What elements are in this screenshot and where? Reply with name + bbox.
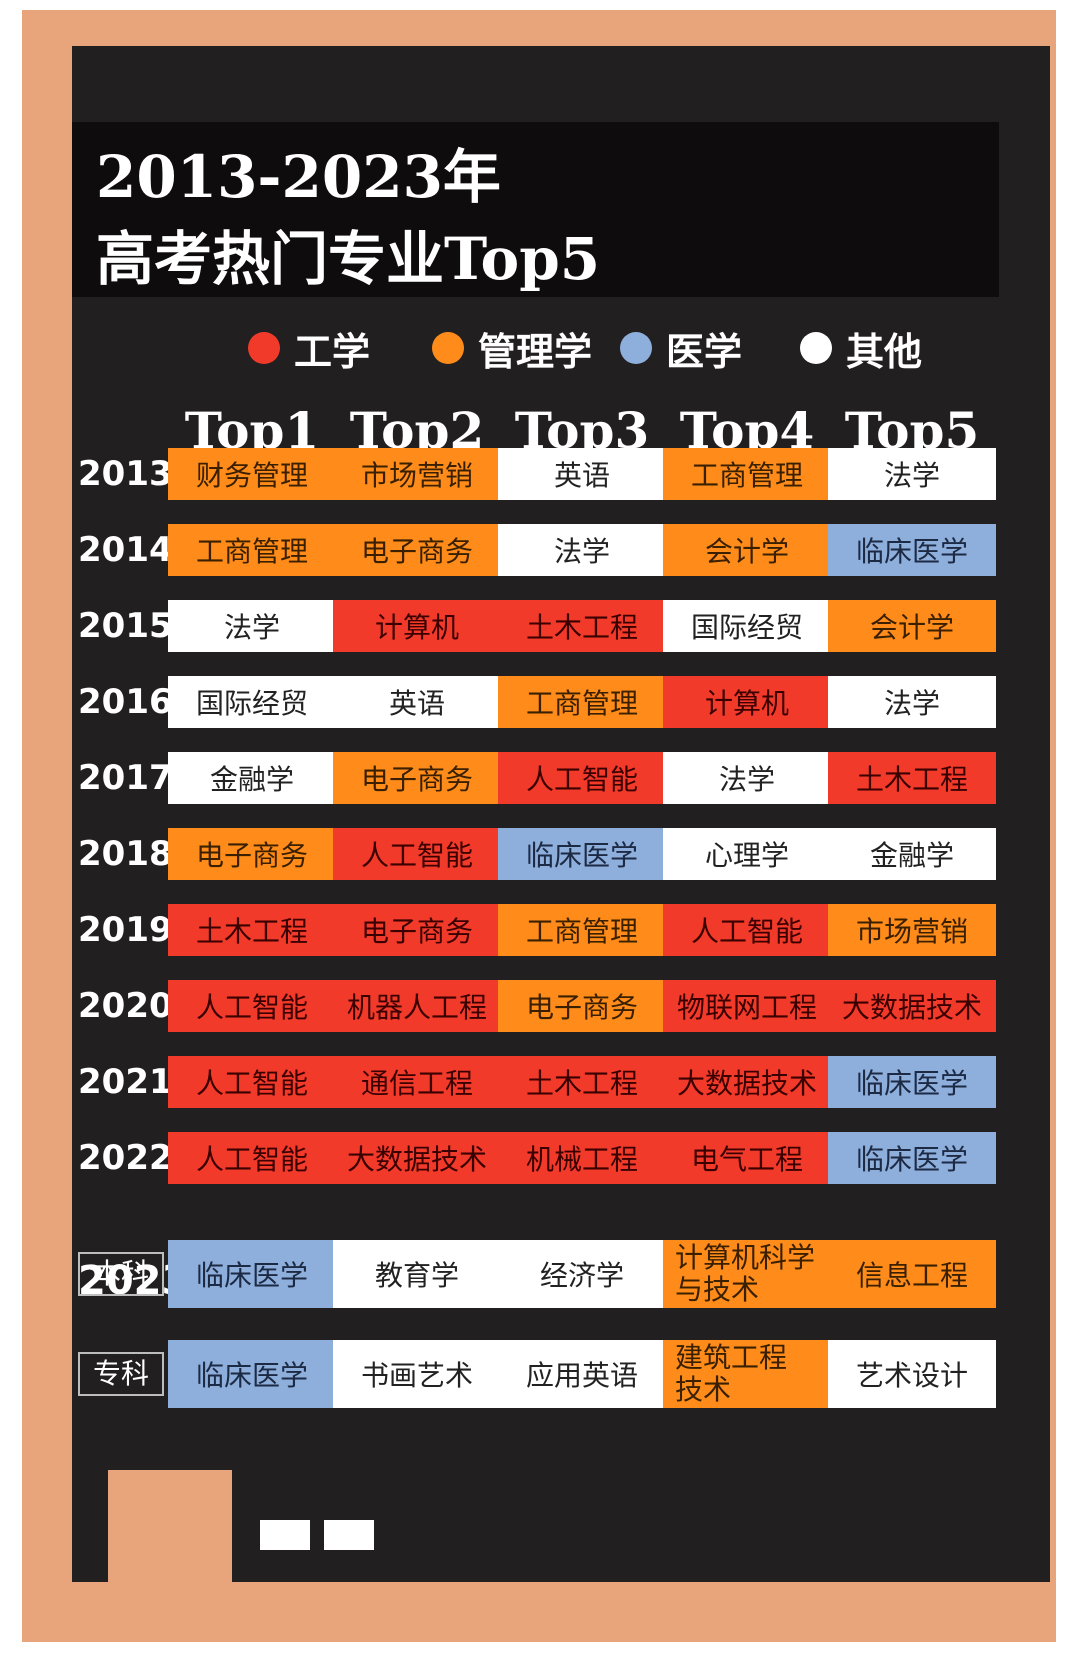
year-label: 2015 (78, 606, 173, 646)
major-cell: 电子商务 (333, 904, 501, 956)
major-cell: 建筑工程 技术 (663, 1340, 831, 1408)
major-cell: 大数据技术 (333, 1132, 501, 1184)
major-cell: 应用英语 (498, 1340, 666, 1408)
legend-item: 医学 (620, 318, 742, 378)
major-cell: 工商管理 (663, 448, 831, 500)
legend-dot-icon (248, 332, 280, 364)
major-cell: 计算机科学 与技术 (663, 1240, 831, 1308)
legend-label: 管理学 (478, 329, 593, 374)
legend-dot-icon (620, 332, 652, 364)
major-cell: 金融学 (168, 752, 336, 804)
degree-tag: 专科 (78, 1352, 164, 1396)
poster-frame: 2013-2023年 高考热门专业Top5 工学 管理学 医学 其他 Top1 Top2… (22, 10, 1056, 1642)
major-cell: 人工智能 (168, 980, 336, 1032)
major-cell: 大数据技术 (663, 1056, 831, 1108)
year-label: 2017 (78, 758, 173, 798)
major-cell: 国际经贸 (663, 600, 831, 652)
major-cell: 艺术设计 (828, 1340, 996, 1408)
legend-dot-icon (432, 332, 464, 364)
major-cell: 会计学 (663, 524, 831, 576)
major-cell: 市场营销 (828, 904, 996, 956)
major-cell: 临床医学 (168, 1340, 336, 1408)
major-cell: 法学 (663, 752, 831, 804)
major-cell: 经济学 (498, 1240, 666, 1308)
major-cell: 法学 (498, 524, 666, 576)
legend-item: 工学 (248, 318, 370, 378)
major-cell: 法学 (168, 600, 336, 652)
legend-item: 管理学 (432, 318, 592, 378)
major-cell: 国际经贸 (168, 676, 336, 728)
major-cell: 教育学 (333, 1240, 501, 1308)
major-cell: 英语 (333, 676, 501, 728)
major-cell: 电子商务 (498, 980, 666, 1032)
major-cell: 土木工程 (828, 752, 996, 804)
major-cell: 英语 (498, 448, 666, 500)
major-cell: 电子商务 (168, 828, 336, 880)
major-cell: 工商管理 (168, 524, 336, 576)
major-cell: 人工智能 (168, 1056, 336, 1108)
legend-dot-icon (800, 332, 832, 364)
major-cell: 计算机 (333, 600, 501, 652)
major-cell: 会计学 (828, 600, 996, 652)
major-cell: 财务管理 (168, 448, 336, 500)
year-label: 2020 (78, 986, 173, 1026)
major-cell: 法学 (828, 676, 996, 728)
major-cell: 电子商务 (333, 524, 501, 576)
major-cell: 通信工程 (333, 1056, 501, 1108)
year-label: 2022 (78, 1138, 173, 1178)
poster-board: 2013-2023年 高考热门专业Top5 工学 管理学 医学 其他 Top1 Top2… (72, 46, 1050, 1582)
major-cell: 临床医学 (828, 524, 996, 576)
year-label: 2021 (78, 1062, 173, 1102)
title-banner: 2013-2023年 高考热门专业Top5 (72, 122, 999, 297)
decorative-block (108, 1470, 232, 1582)
major-cell: 心理学 (663, 828, 831, 880)
major-cell: 物联网工程 (663, 980, 831, 1032)
major-cell: 工商管理 (498, 676, 666, 728)
major-cell: 金融学 (828, 828, 996, 880)
degree-tag: 本科 (78, 1252, 164, 1296)
major-cell: 书画艺术 (333, 1340, 501, 1408)
major-cell: 大数据技术 (828, 980, 996, 1032)
year-label: 2014 (78, 530, 173, 570)
major-cell: 电气工程 (663, 1132, 831, 1184)
major-cell: 临床医学 (828, 1132, 996, 1184)
year-label: 2013 (78, 454, 173, 494)
year-label: 2016 (78, 682, 173, 722)
major-cell: 法学 (828, 448, 996, 500)
decorative-block (324, 1520, 374, 1550)
year-label: 2019 (78, 910, 173, 950)
major-cell: 信息工程 (828, 1240, 996, 1308)
decorative-block (260, 1520, 310, 1550)
major-cell: 人工智能 (168, 1132, 336, 1184)
legend-label: 其他 (846, 329, 923, 374)
major-cell: 工商管理 (498, 904, 666, 956)
legend: 工学 管理学 医学 其他 (72, 318, 1050, 378)
major-cell: 人工智能 (498, 752, 666, 804)
major-cell: 土木工程 (168, 904, 336, 956)
major-cell: 临床医学 (498, 828, 666, 880)
major-cell: 土木工程 (498, 600, 666, 652)
year-label: 2018 (78, 834, 173, 874)
major-cell: 人工智能 (663, 904, 831, 956)
major-cell: 计算机 (663, 676, 831, 728)
major-cell: 人工智能 (333, 828, 501, 880)
major-cell: 临床医学 (168, 1240, 336, 1308)
legend-item: 其他 (800, 318, 922, 378)
legend-label: 工学 (294, 329, 371, 374)
major-cell: 电子商务 (333, 752, 501, 804)
poster-title: 2013-2023年 高考热门专业Top5 (96, 143, 601, 293)
major-cell: 市场营销 (333, 448, 501, 500)
major-cell: 机器人工程 (333, 980, 501, 1032)
major-cell: 机械工程 (498, 1132, 666, 1184)
legend-label: 医学 (666, 329, 743, 374)
major-cell: 临床医学 (828, 1056, 996, 1108)
major-cell: 土木工程 (498, 1056, 666, 1108)
